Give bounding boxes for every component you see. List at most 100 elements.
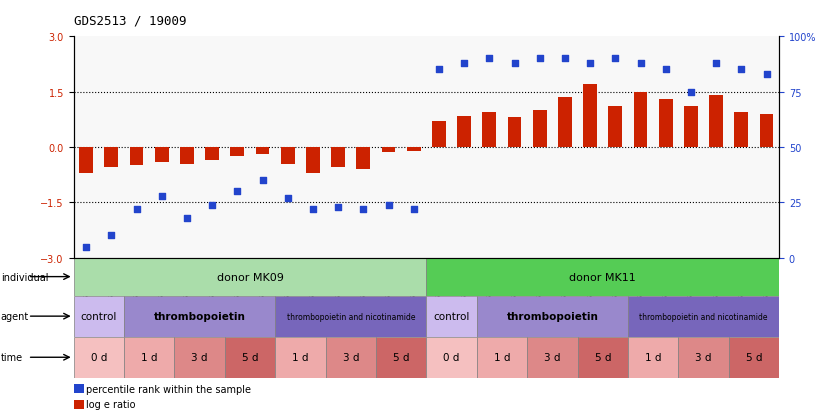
Bar <box>729 337 779 378</box>
Text: 5 d: 5 d <box>746 352 762 362</box>
Text: 3 d: 3 d <box>696 352 711 362</box>
Bar <box>205 147 219 161</box>
Bar <box>104 147 119 168</box>
Bar <box>74 296 124 337</box>
Bar <box>684 107 698 147</box>
Text: 1 d: 1 d <box>645 352 661 362</box>
Bar <box>275 296 426 337</box>
Text: 1 d: 1 d <box>494 352 510 362</box>
Bar <box>381 147 395 153</box>
Bar <box>74 258 426 296</box>
Bar <box>457 116 472 147</box>
Bar <box>426 337 477 378</box>
Point <box>79 244 93 250</box>
Text: agent: agent <box>1 311 29 321</box>
Text: log e ratio: log e ratio <box>86 399 135 409</box>
Text: 1 d: 1 d <box>292 352 308 362</box>
Bar <box>407 147 421 151</box>
Bar <box>356 147 370 170</box>
Point <box>155 193 169 199</box>
Text: donor MK11: donor MK11 <box>569 272 636 282</box>
Text: 3 d: 3 d <box>191 352 208 362</box>
Bar <box>507 118 522 147</box>
Bar <box>225 337 275 378</box>
Point <box>760 71 773 78</box>
Bar <box>432 122 446 147</box>
Bar <box>426 258 779 296</box>
Point <box>306 206 319 213</box>
Bar <box>426 296 477 337</box>
Bar <box>584 85 597 147</box>
Point <box>130 206 143 213</box>
Bar <box>180 147 194 164</box>
Bar <box>175 337 225 378</box>
Bar <box>760 114 773 147</box>
Text: 3 d: 3 d <box>544 352 561 362</box>
Bar <box>477 337 528 378</box>
Point <box>684 89 697 96</box>
Bar <box>124 337 175 378</box>
Point <box>382 202 395 208</box>
Text: 0 d: 0 d <box>90 352 107 362</box>
Point <box>357 206 370 213</box>
Bar <box>130 147 144 166</box>
Bar <box>628 337 678 378</box>
Point <box>432 67 446 74</box>
Bar <box>477 296 628 337</box>
Bar <box>558 98 572 147</box>
Bar <box>325 337 376 378</box>
Text: 3 d: 3 d <box>343 352 359 362</box>
Point <box>256 178 269 184</box>
Bar <box>578 337 628 378</box>
Text: individual: individual <box>1 272 48 282</box>
Point <box>104 233 118 239</box>
Bar <box>155 147 169 162</box>
Text: thrombopoietin: thrombopoietin <box>154 311 246 321</box>
Text: percentile rank within the sample: percentile rank within the sample <box>86 384 251 394</box>
Point <box>659 67 672 74</box>
Bar <box>124 296 275 337</box>
Bar <box>659 100 673 147</box>
Point <box>331 204 345 211</box>
Point <box>584 60 597 67</box>
Point <box>181 215 194 221</box>
Text: control: control <box>433 311 470 321</box>
Point <box>634 60 647 67</box>
Bar <box>275 337 325 378</box>
Point <box>407 206 421 213</box>
Bar <box>306 147 320 173</box>
Bar <box>628 296 779 337</box>
Bar <box>709 96 723 147</box>
Text: 1 d: 1 d <box>141 352 157 362</box>
Point <box>710 60 723 67</box>
Point <box>457 60 471 67</box>
Point <box>533 56 547 62</box>
Point <box>558 56 572 62</box>
Point <box>609 56 622 62</box>
Text: time: time <box>1 352 23 362</box>
Bar <box>482 113 497 147</box>
Text: GDS2513 / 19009: GDS2513 / 19009 <box>74 14 186 27</box>
Text: thrombopoietin and nicotinamide: thrombopoietin and nicotinamide <box>640 312 767 321</box>
Text: 5 d: 5 d <box>393 352 410 362</box>
Bar <box>634 93 648 147</box>
Text: thrombopoietin and nicotinamide: thrombopoietin and nicotinamide <box>287 312 415 321</box>
Point <box>482 56 496 62</box>
Bar <box>376 337 426 378</box>
Bar <box>74 337 124 378</box>
Bar <box>231 147 244 157</box>
Point <box>507 60 522 67</box>
Point <box>231 188 244 195</box>
Bar <box>528 337 578 378</box>
Text: 0 d: 0 d <box>443 352 460 362</box>
Point <box>735 67 748 74</box>
Point <box>206 202 219 208</box>
Bar <box>256 147 269 155</box>
Bar <box>609 107 622 147</box>
Bar <box>331 147 345 168</box>
Text: 5 d: 5 d <box>242 352 258 362</box>
Text: thrombopoietin: thrombopoietin <box>507 311 599 321</box>
Bar <box>734 113 748 147</box>
Text: control: control <box>80 311 117 321</box>
Text: donor MK09: donor MK09 <box>217 272 283 282</box>
